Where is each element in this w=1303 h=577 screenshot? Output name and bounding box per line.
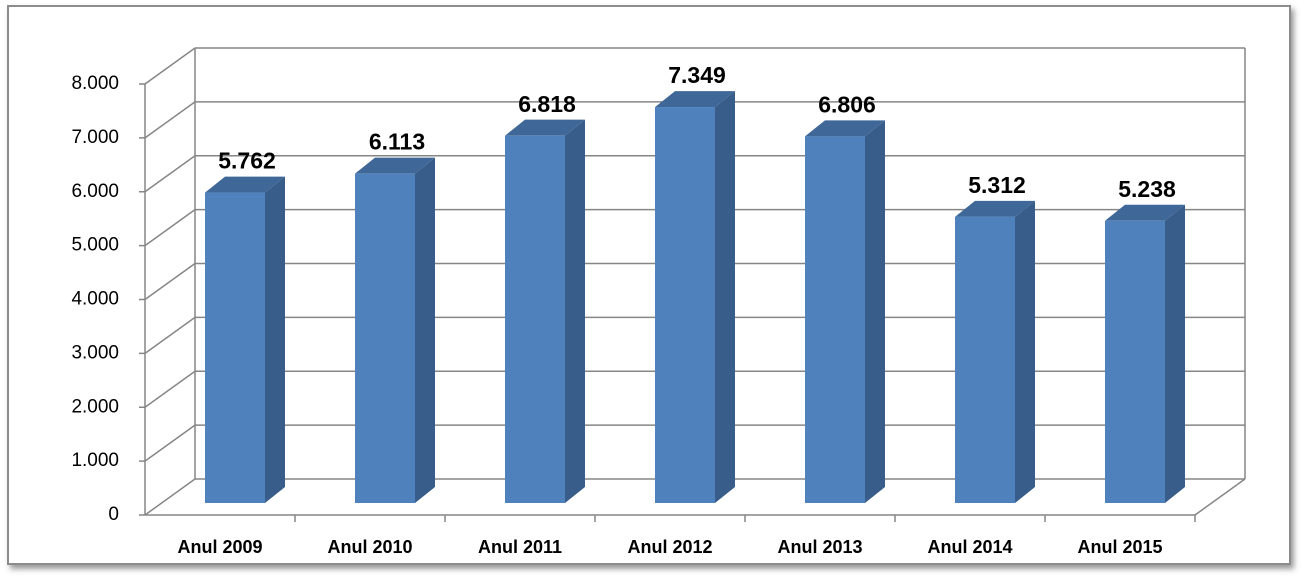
grid-line-side	[144, 478, 196, 516]
floor-edge	[1194, 478, 1246, 516]
x-tick-label: Anul 2011	[478, 537, 562, 557]
bar-top	[955, 200, 1035, 217]
grid-line-side	[144, 209, 196, 247]
x-tick-label: Anul 2014	[927, 537, 1012, 557]
bar	[655, 107, 715, 503]
value-label: 5.312	[968, 172, 1026, 198]
bar-side	[415, 157, 435, 504]
bar	[205, 192, 265, 503]
grid-line-side	[144, 155, 196, 193]
bar	[1105, 220, 1165, 504]
y-tick-label: 5.000	[71, 235, 119, 256]
grid-line-side	[144, 262, 196, 301]
y-tick-label: 8.000	[71, 73, 119, 94]
x-tick-label: Anul 2010	[327, 537, 412, 557]
value-label: 6.806	[818, 91, 876, 117]
grid-line-side	[144, 370, 196, 408]
value-label: 5.762	[218, 148, 276, 174]
bar-side	[1015, 200, 1035, 504]
y-tick-label: 0	[108, 504, 119, 525]
bar-side	[565, 119, 585, 504]
grid-line-side	[144, 47, 196, 85]
value-label: 6.113	[369, 129, 425, 155]
x-tick-label: Anul 2012	[627, 537, 712, 557]
bar-top	[805, 120, 885, 137]
bar-side	[715, 91, 735, 503]
bar-top	[205, 176, 285, 193]
value-label: 5.238	[1118, 176, 1176, 202]
bar-side	[1165, 204, 1185, 504]
grid-line-side	[144, 424, 196, 462]
bar-top	[655, 91, 735, 108]
value-label: 6.818	[518, 91, 576, 117]
x-tick-label: Anul 2013	[777, 537, 862, 557]
grid-line-side	[144, 101, 196, 139]
bar	[955, 216, 1015, 504]
bar	[505, 135, 565, 504]
bar-side	[265, 176, 285, 503]
y-tick-label: 6.000	[71, 181, 119, 202]
grid-line-side	[144, 316, 196, 354]
bar-side	[865, 120, 885, 503]
x-tick-label: Anul 2015	[1077, 537, 1162, 557]
chart-frame	[7, 5, 1291, 565]
bar	[355, 173, 415, 504]
bar-top	[355, 157, 435, 174]
bar-top	[1105, 204, 1185, 221]
x-tick-label: Anul 2009	[177, 537, 262, 557]
y-tick-label: 7.000	[71, 127, 119, 148]
bar-top	[505, 119, 585, 136]
bar	[805, 136, 865, 503]
y-tick-label: 4.000	[71, 289, 119, 310]
y-tick-label: 2.000	[71, 396, 119, 417]
y-tick-label: 1.000	[71, 450, 119, 471]
y-tick-label: 3.000	[71, 342, 119, 363]
value-label: 7.349	[668, 62, 726, 88]
